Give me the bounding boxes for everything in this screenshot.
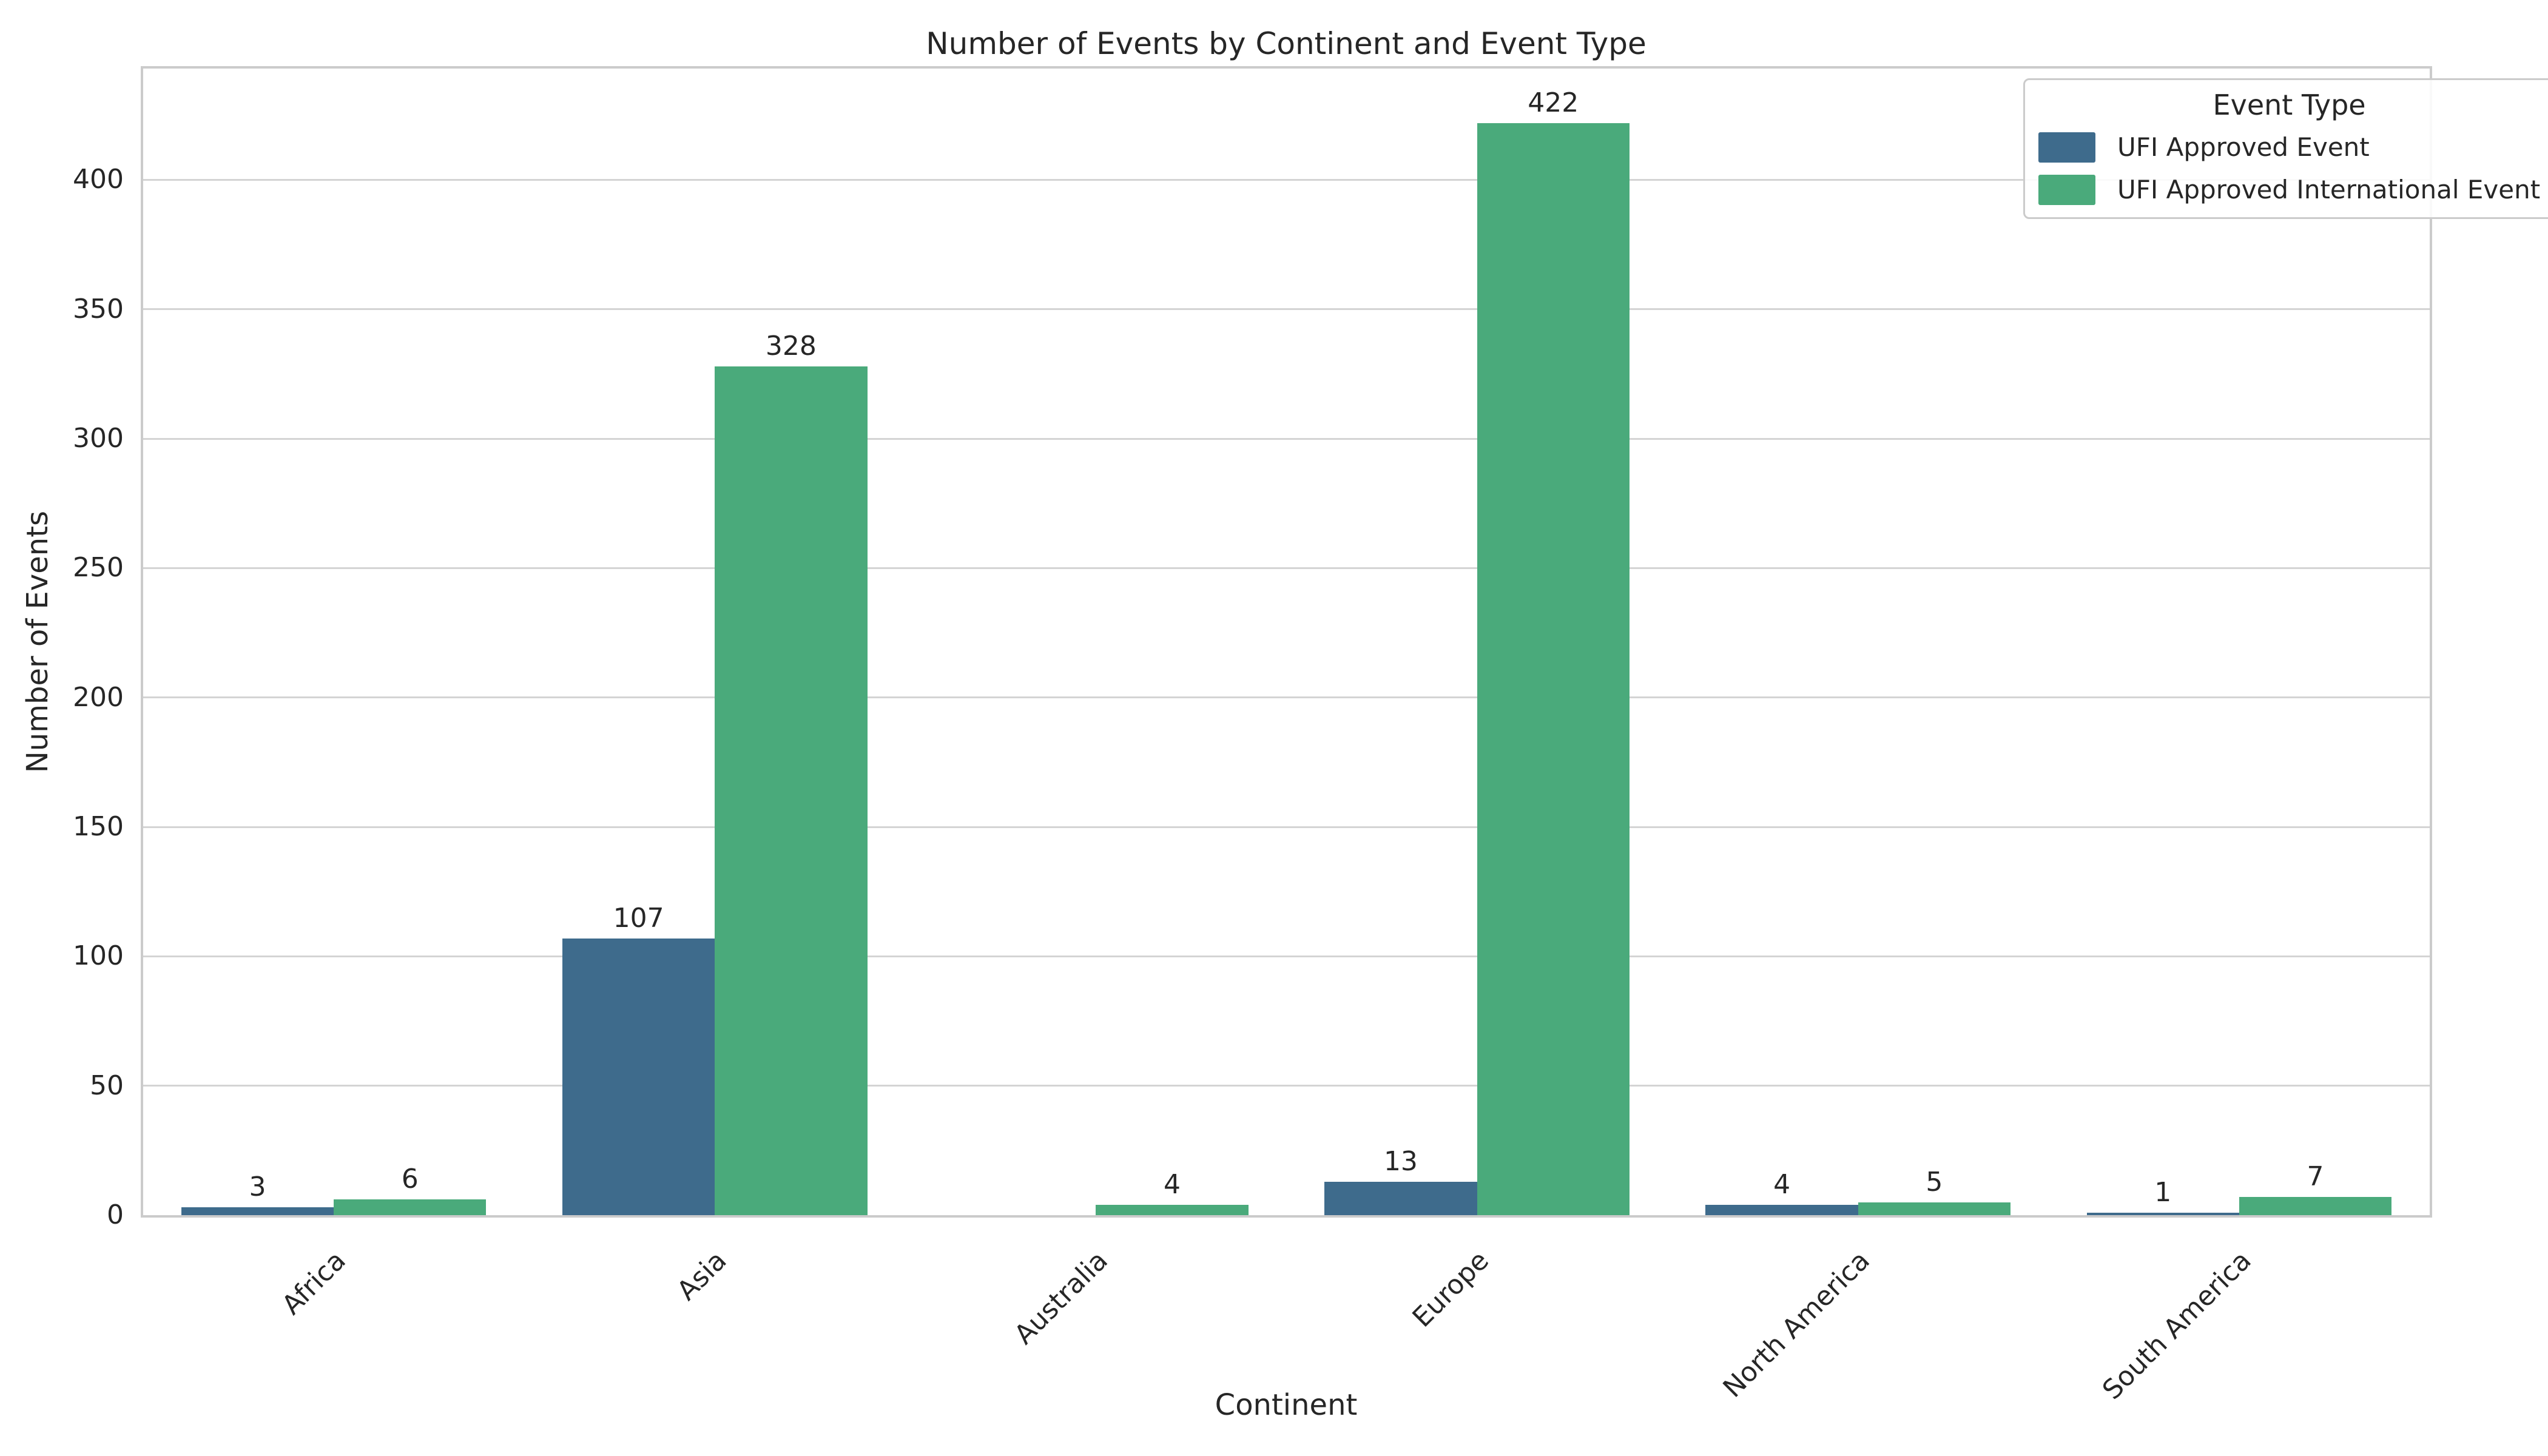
bar-asia-series-0 (562, 938, 715, 1215)
bar-europe-series-1 (1477, 123, 1630, 1215)
y-tick-label: 300 (73, 423, 124, 454)
bar-value-label: 1 (2154, 1176, 2172, 1208)
gridline-y-150 (143, 826, 2430, 828)
chart-title: Number of Events by Continent and Event … (926, 26, 1646, 61)
legend-item-label: UFI Approved International Event (2117, 175, 2541, 204)
legend-swatch (2038, 175, 2095, 205)
legend-item-label: UFI Approved Event (2117, 132, 2370, 162)
legend-item: UFI Approved Event (2038, 130, 2540, 165)
plot-area: 3 107 13 4 1 6 328 4 422 5 7 (141, 66, 2432, 1218)
legend-title: Event Type (2213, 89, 2366, 121)
bar-value-label: 7 (2307, 1161, 2324, 1193)
bar-australia-series-1 (1096, 1204, 1249, 1215)
y-tick-label: 0 (107, 1199, 124, 1230)
gridline-y-350 (143, 308, 2430, 311)
x-tick-label-africa: Africa (275, 1245, 352, 1321)
legend-item: UFI Approved International Event (2038, 172, 2540, 207)
bar-africa-series-1 (334, 1199, 487, 1215)
y-tick-label: 50 (90, 1070, 124, 1101)
x-tick-label-north-america: North America (1717, 1245, 1876, 1404)
bar-value-label: 6 (401, 1164, 419, 1195)
y-tick-label: 350 (73, 293, 124, 325)
gridline-y-100 (143, 955, 2430, 957)
bar-europe-series-0 (1324, 1181, 1477, 1215)
y-tick-label: 100 (73, 940, 124, 972)
y-axis-label: Number of Events (21, 510, 55, 774)
x-tick-label-asia: Asia (671, 1245, 733, 1307)
legend: Event Type UFI Approved Event UFI Approve… (2023, 78, 2548, 219)
bar-value-label: 4 (1773, 1168, 1791, 1200)
bar-south-america-series-1 (2239, 1197, 2392, 1215)
bar-value-label: 107 (613, 902, 664, 934)
y-tick-label: 150 (73, 811, 124, 843)
gridline-y-400 (143, 178, 2430, 181)
bar-value-label: 5 (1926, 1166, 1943, 1198)
plot-border-left (141, 66, 143, 1218)
plot-border-right (2430, 66, 2432, 1218)
gridline-y-250 (143, 567, 2430, 569)
bar-south-america-series-0 (2086, 1212, 2239, 1215)
y-tick-label: 400 (73, 164, 124, 195)
plot-border-top (141, 66, 2432, 69)
bar-north-america-series-0 (1705, 1204, 1858, 1215)
bar-value-label: 13 (1383, 1145, 1418, 1177)
y-tick-label: 200 (73, 681, 124, 713)
gridline-y-200 (143, 696, 2430, 699)
bar-value-label: 422 (1528, 87, 1579, 118)
bar-asia-series-1 (715, 366, 868, 1215)
bar-value-label: 4 (1164, 1168, 1181, 1200)
gridline-y-300 (143, 437, 2430, 440)
bar-value-label: 3 (249, 1171, 266, 1203)
bar-africa-series-0 (181, 1207, 334, 1215)
x-axis-label: Continent (1215, 1388, 1358, 1422)
bar-north-america-series-1 (1858, 1202, 2011, 1215)
x-tick-label-south-america: South America (2096, 1245, 2257, 1406)
gridline-y-50 (143, 1085, 2430, 1087)
x-tick-label-australia: Australia (1008, 1245, 1114, 1350)
plot-border-bottom (141, 1215, 2432, 1218)
x-tick-label-europe: Europe (1406, 1245, 1495, 1333)
bar-value-label: 328 (765, 330, 817, 362)
y-tick-label: 250 (73, 552, 124, 584)
legend-swatch (2038, 132, 2095, 163)
